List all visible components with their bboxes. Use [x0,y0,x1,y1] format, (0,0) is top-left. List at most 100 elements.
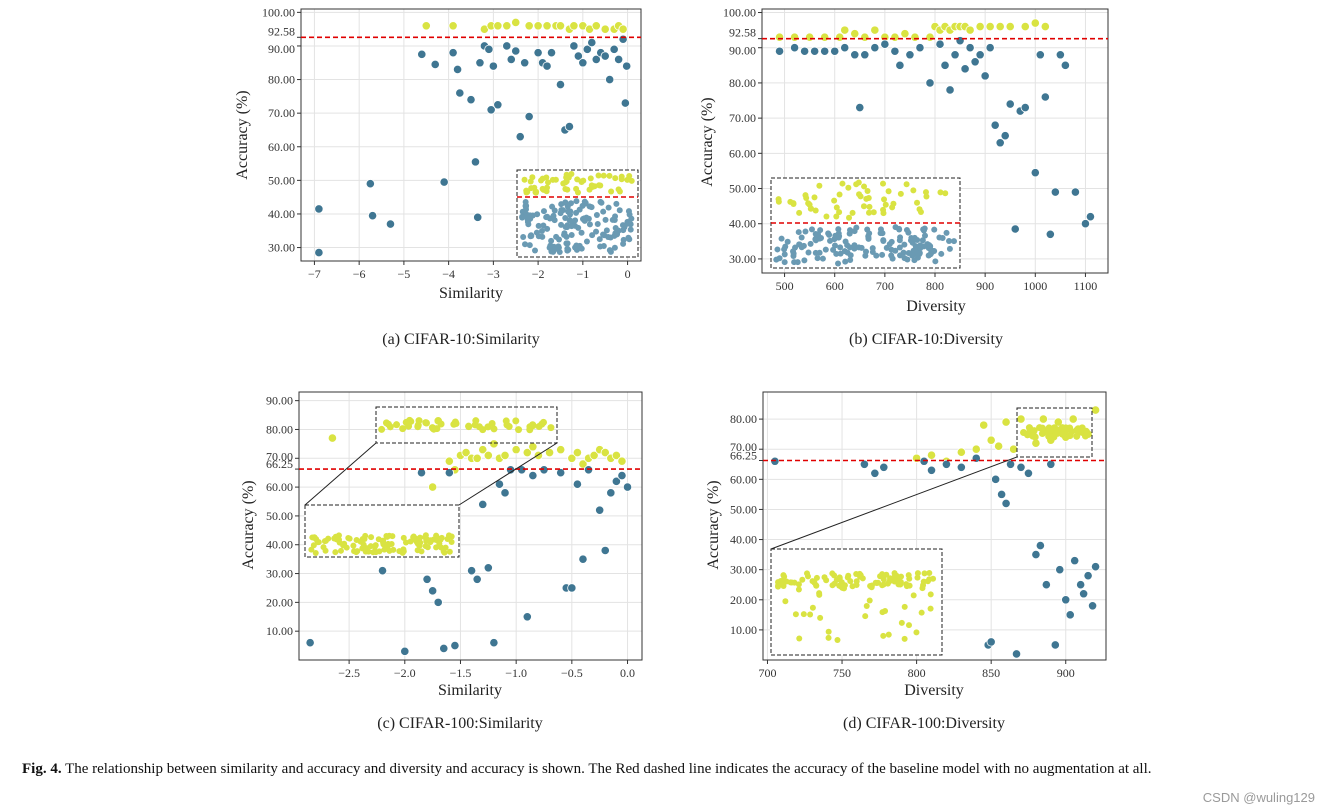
inset-point [614,231,621,238]
inset-point [846,214,853,221]
inset-point [838,583,845,590]
inset-point [804,570,811,577]
inset-point [918,609,925,616]
data-point [506,54,516,65]
inset-point [921,232,928,239]
inset-point [776,255,783,262]
y-tick-label: 20.00 [266,595,293,609]
inset-point [521,176,528,183]
data-point [774,32,785,42]
inset-point [917,242,924,249]
inset-point [528,232,535,239]
inset-point [587,175,594,182]
inset-point [308,546,315,553]
inset-point [888,252,895,259]
data-point [489,638,499,648]
inset-point [576,242,583,249]
inset-point [833,213,840,220]
inset-point [548,237,555,244]
inset-point [417,534,424,541]
data-point [850,29,860,39]
data-point [605,74,615,85]
inset-point [345,534,352,541]
inset-point [919,237,926,244]
inset-point [796,209,803,216]
data-point [800,46,810,56]
data-point [611,476,621,486]
data-point [1079,589,1089,599]
data-point [533,48,543,58]
inset-point [388,540,395,547]
y-tick-label: 100.00 [723,6,756,20]
data-point [433,597,443,607]
inset-point [805,200,812,207]
inset-point [781,573,788,580]
x-tick-label: 900 [1057,666,1075,680]
zoom-source-point [1050,433,1058,441]
data-point [1035,540,1045,551]
inset-point [827,237,834,244]
zoom-source-point [382,419,390,427]
zoom-source-point [1029,432,1037,440]
x-tick-label: 600 [826,279,844,293]
inset-point [846,230,853,237]
data-point [1005,99,1015,109]
data-point [975,22,985,32]
inset-point [524,218,531,225]
data-point [1068,414,1078,424]
data-point [935,39,945,49]
y-tick-label: 60.00 [268,140,295,154]
inset-point [796,241,803,248]
data-point [1016,462,1026,472]
inset-point [588,204,595,211]
inset-point [362,548,369,555]
data-point [305,638,315,648]
inset-point [927,591,934,598]
inset-point [520,233,527,240]
data-point [452,64,463,75]
data-point [546,48,557,58]
inset-point [438,544,445,551]
inset-point [805,249,812,256]
data-point [840,25,850,35]
inset-point [594,220,601,227]
inset-point [898,573,905,580]
x-tick-label: −4 [442,267,455,281]
y-tick-label: 60.00 [729,146,756,160]
x-tick-label: 800 [908,666,926,680]
data-point [1045,229,1055,239]
inset-point [384,533,391,540]
panel-subtitle: (d) CIFAR-100:Diversity [843,715,1005,732]
inset-point [569,218,576,225]
inset-point [807,240,814,247]
inset-point [800,242,807,249]
zoom-source-point [1066,432,1074,440]
inset-point [782,243,789,250]
inset-point [591,183,598,190]
data-point [1076,580,1086,590]
inset-point [808,226,815,233]
inset-point [540,222,547,229]
data-point [542,61,552,71]
connector-line [304,442,377,506]
y-tick-label: 90.00 [729,44,756,58]
inset-point [600,231,607,238]
inset-point [926,570,933,577]
data-point [478,445,488,455]
inset-point [795,581,802,588]
inset-point [836,574,843,581]
x-tick-label: −6 [353,267,366,281]
data-point [900,29,910,39]
inset-zoom [516,169,639,258]
y-tick-label: 30.00 [730,563,757,577]
inset-point [519,208,526,215]
inset-point [593,212,600,219]
inset-point [891,574,898,581]
inset-point [907,237,914,244]
data-point [365,179,375,189]
inset-point [546,215,553,222]
inset-point [564,186,571,193]
data-point [859,459,870,469]
data-point [528,442,538,452]
